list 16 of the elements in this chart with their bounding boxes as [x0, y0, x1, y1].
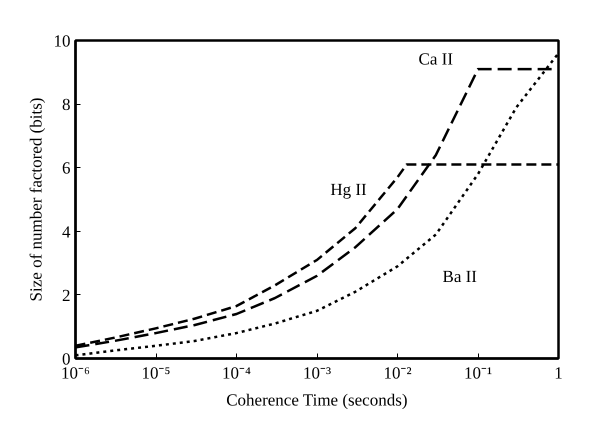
y-tick-label: 4	[62, 222, 71, 242]
x-tick-label: 10⁻²	[383, 364, 412, 382]
y-tick-label: 6	[62, 158, 70, 178]
y-tick-label: 10	[54, 32, 70, 50]
x-tick-label: 10⁻¹	[464, 364, 492, 382]
y-axis-title: Size of number factored (bits)	[26, 98, 46, 302]
x-tick-label: 10⁻⁴	[222, 364, 252, 382]
series-label: Hg II	[330, 180, 368, 200]
x-tick-label: 1	[554, 364, 563, 382]
series-label: Ba II	[442, 266, 478, 286]
x-tick-label: 10⁻³	[302, 364, 332, 382]
series-label: Ca II	[418, 50, 454, 69]
x-tick-label: 10⁻⁵	[142, 364, 171, 382]
x-axis-title: Coherence Time (seconds)	[226, 390, 408, 410]
y-tick-label: 8	[62, 95, 70, 114]
y-tick-label: 2	[62, 286, 70, 305]
